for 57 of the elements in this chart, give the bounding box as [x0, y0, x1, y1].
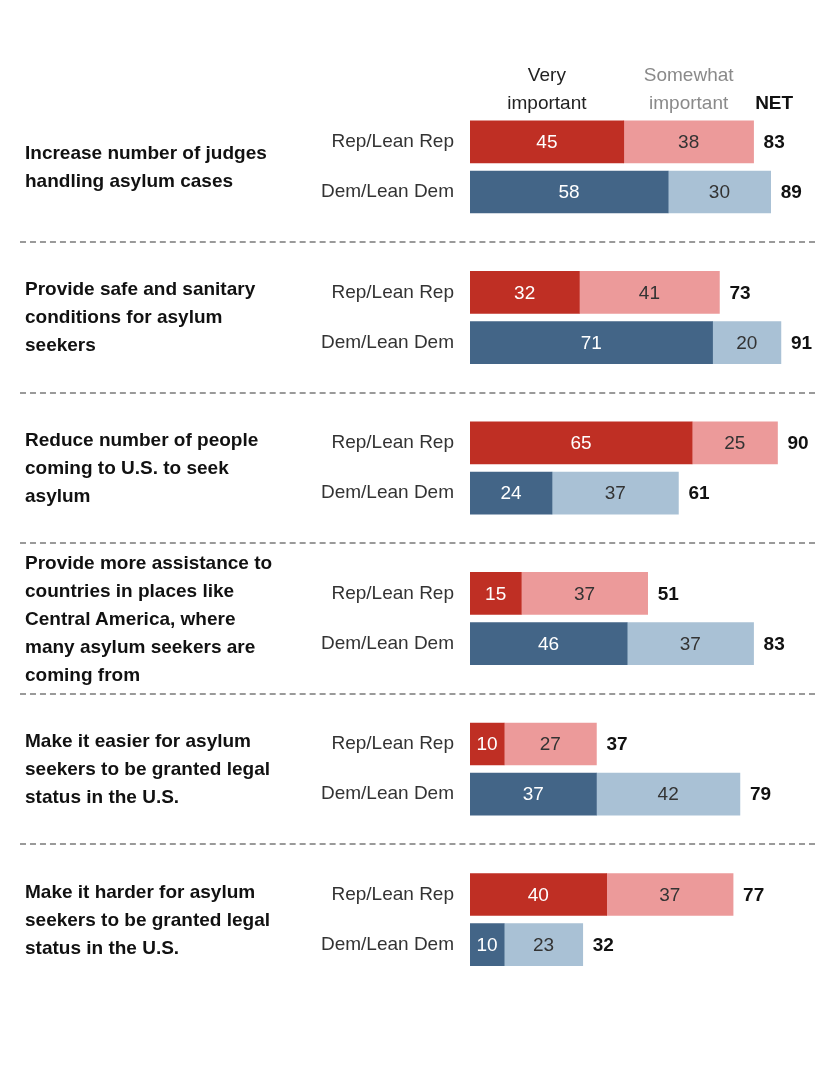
- data-label: 37: [679, 632, 701, 654]
- data-label: 37: [659, 883, 681, 905]
- text: Make it harder for asylum seekers to be granted legal status in the U.S.: [25, 879, 271, 960]
- data-label: 10: [476, 733, 498, 755]
- y-tick-label: Dem/Lean Dem: [320, 932, 454, 954]
- total-label: 83: [763, 632, 785, 654]
- data-label: 15: [485, 582, 507, 604]
- text: Provide more assistance to countries in places like Central America, where many asylum seekers are coming from: [25, 550, 274, 687]
- y-tick-label: Rep/Lean Rep: [331, 581, 454, 603]
- total-label: 51: [657, 582, 680, 604]
- y-tick-label: Rep/Lean Rep: [331, 130, 454, 152]
- y-tick-label: Rep/Lean Rep: [331, 431, 454, 453]
- y-tick-label: Dem/Lean Dem: [320, 631, 454, 653]
- data-label: 24: [500, 482, 522, 504]
- data-label: 32: [514, 281, 536, 303]
- data-label: 10: [476, 933, 498, 955]
- data-label: 42: [657, 783, 679, 805]
- text: Provide safe and sanitary conditions for asylum seekers: [25, 277, 257, 358]
- total-label: 37: [606, 733, 628, 755]
- total-label: 79: [749, 783, 772, 805]
- data-label: 58: [558, 181, 580, 203]
- text: Increase number of judges handling asylum cases: [25, 140, 268, 193]
- data-label: 71: [580, 331, 602, 353]
- data-label: 23: [532, 933, 555, 955]
- total-label: 83: [763, 131, 785, 153]
- text: Make it easier for asylum seekers to be granted legal status in the U.S.: [25, 729, 271, 810]
- total-label: 89: [780, 181, 802, 203]
- total-label: 32: [592, 933, 614, 955]
- y-tick-label: Rep/Lean Rep: [331, 280, 454, 302]
- data-label: 37: [604, 482, 626, 504]
- total-label: 61: [688, 482, 710, 504]
- data-label: 45: [536, 131, 558, 153]
- series-label: Very important: [507, 63, 588, 113]
- data-label: 41: [638, 281, 660, 303]
- data-label: 37: [573, 582, 596, 604]
- data-label: 20: [736, 331, 758, 353]
- series-label: Somewhat important: [643, 63, 735, 113]
- text: Reduce number of people coming to U.S. to seek asylum: [25, 428, 260, 508]
- y-tick-label: Dem/Lean Dem: [320, 330, 454, 352]
- data-label: 30: [708, 181, 730, 203]
- y-tick-label: Dem/Lean Dem: [320, 481, 454, 503]
- data-label: 25: [724, 432, 746, 454]
- total-label: 73: [729, 281, 751, 303]
- total-label: 77: [743, 883, 765, 905]
- total-label: 91: [790, 331, 813, 353]
- y-tick-label: Rep/Lean Rep: [331, 882, 454, 904]
- data-label: 65: [570, 432, 592, 454]
- data-label: 46: [538, 632, 560, 654]
- y-tick-label: Dem/Lean Dem: [320, 782, 454, 804]
- data-label: 40: [527, 883, 549, 905]
- y-tick-label: Dem/Lean Dem: [320, 180, 454, 202]
- total-label: 90: [787, 432, 809, 454]
- data-label: 38: [678, 131, 700, 153]
- y-tick-label: Rep/Lean Rep: [331, 732, 454, 754]
- data-label: 37: [522, 783, 544, 805]
- annotation: NET: [755, 91, 794, 113]
- data-label: 27: [539, 733, 561, 755]
